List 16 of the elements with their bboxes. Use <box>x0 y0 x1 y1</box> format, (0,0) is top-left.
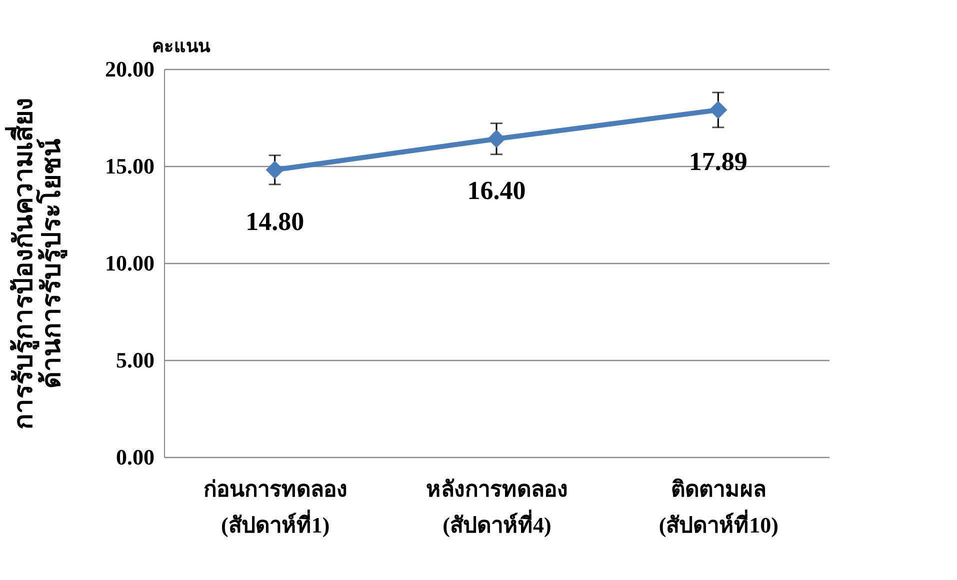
text: 17.89 <box>688 146 748 176</box>
x-tick-label: หลังการทดลอง (สัปดาห์ที่4) <box>426 476 568 538</box>
text: คะแนน <box>152 36 211 56</box>
y-axis-title: การรับรู้การป้องกันความเสี่ยง ด้านการรับรู้ประโยชน์ <box>4 98 68 430</box>
point <box>266 160 284 179</box>
y-tick-label: 10.00 <box>105 250 154 276</box>
y-tick-label: 5.00 <box>116 348 154 372</box>
x-tick-label: ก่อนการทดลอง (สัปดาห์ที่1) <box>203 476 348 538</box>
point <box>487 130 506 148</box>
text: 14.80 <box>246 206 304 236</box>
y-tick-label: 15.00 <box>105 154 154 178</box>
text: 16.40 <box>467 176 526 205</box>
y-tick-label: 20.00 <box>105 56 154 82</box>
point <box>709 100 728 120</box>
x-tick-label: ติดตามผล (สัปดาห์ที่10) <box>658 476 778 538</box>
y-tick-label: 0.00 <box>116 444 154 470</box>
